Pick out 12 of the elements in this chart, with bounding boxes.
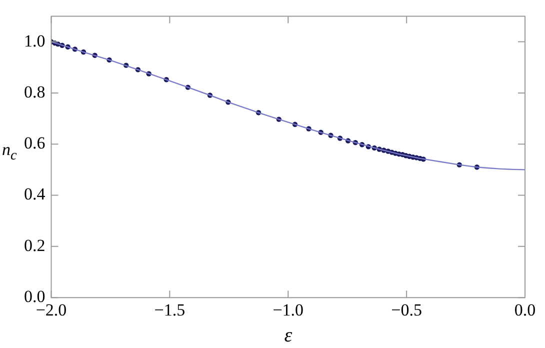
y-tick-label: 0.4 [24, 184, 46, 204]
y-tick-label: 0.6 [24, 134, 46, 153]
x-tick-label: −1.5 [154, 300, 186, 320]
y-axis-title: n$_{c}$ [2, 140, 17, 164]
y-tick-label: 1.0 [24, 31, 46, 50]
y-tick-label: 0.0 [24, 287, 46, 306]
y-tick-label: 0.8 [24, 82, 46, 102]
x-axis-title: ε [284, 324, 292, 346]
y-tick-label: 0.2 [24, 236, 46, 255]
x-tick-label: 0.0 [514, 300, 536, 320]
x-tick-label: −1.0 [272, 300, 304, 320]
x-tick-label: −0.5 [391, 300, 422, 320]
